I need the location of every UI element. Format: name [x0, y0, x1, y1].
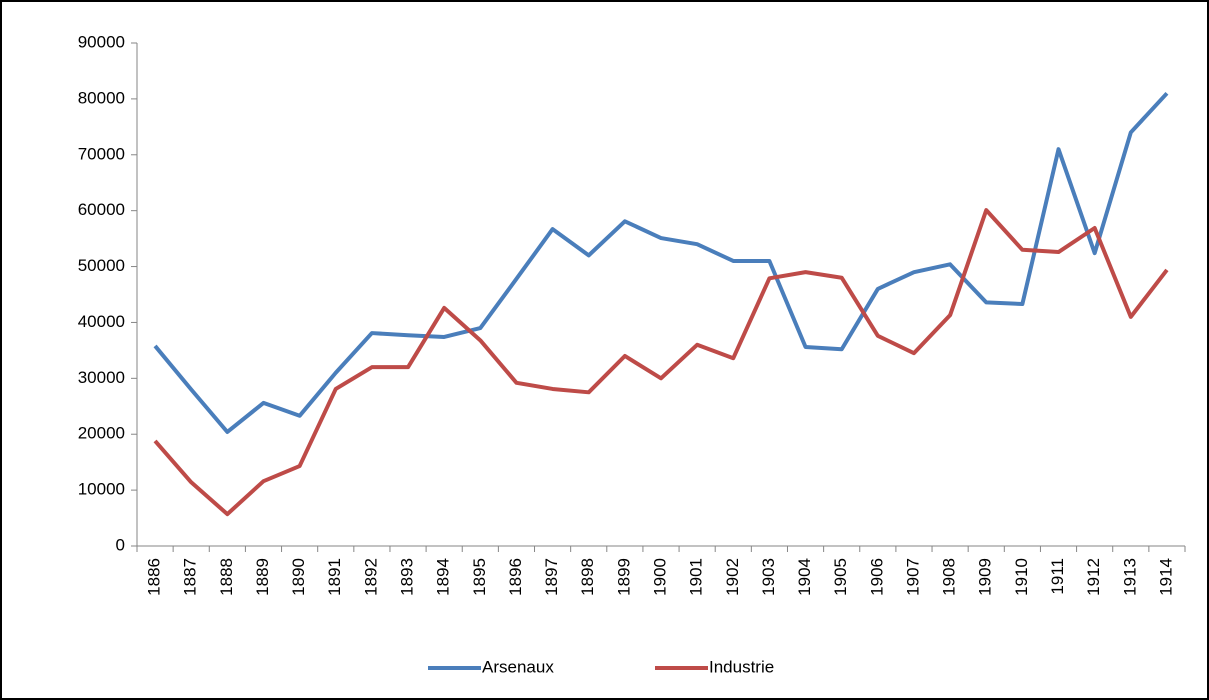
x-tick-label: 1910 — [1012, 558, 1031, 596]
legend-label: Industrie — [709, 657, 774, 676]
x-tick-label: 1894 — [434, 558, 453, 596]
x-tick-label: 1902 — [723, 558, 742, 596]
x-tick-label: 1891 — [325, 558, 344, 596]
x-tick-label: 1895 — [470, 558, 489, 596]
x-tick-label: 1907 — [903, 558, 922, 596]
y-tick-label: 60000 — [78, 200, 125, 219]
y-tick-label: 30000 — [78, 368, 125, 387]
x-tick-label: 1913 — [1120, 558, 1139, 596]
x-tick-label: 1888 — [217, 558, 236, 596]
x-tick-label: 1906 — [867, 558, 886, 596]
x-tick-label: 1889 — [253, 558, 272, 596]
series-line — [153, 208, 1169, 517]
x-tick-label: 1893 — [398, 558, 417, 596]
x-tick-label: 1905 — [831, 558, 850, 596]
x-tick-label: 1892 — [361, 558, 380, 596]
y-tick-label: 10000 — [78, 480, 125, 499]
legend-label: Arsenaux — [482, 657, 554, 676]
x-tick-label: 1886 — [145, 558, 164, 596]
x-tick-label: 1912 — [1084, 558, 1103, 596]
y-tick-label: 40000 — [78, 312, 125, 331]
series-line — [153, 91, 1169, 434]
x-tick-label: 1900 — [650, 558, 669, 596]
x-tick-label: 1911 — [1048, 558, 1067, 595]
x-tick-label: 1904 — [795, 558, 814, 596]
x-tick-label: 1890 — [289, 558, 308, 596]
y-tick-label: 0 — [116, 535, 125, 554]
y-tick-label: 70000 — [78, 144, 125, 163]
y-tick-label: 80000 — [78, 88, 125, 107]
x-tick-label: 1901 — [687, 558, 706, 596]
x-tick-label: 1896 — [506, 558, 525, 596]
y-tick-label: 90000 — [78, 32, 125, 51]
x-tick-label: 1898 — [578, 558, 597, 596]
x-tick-label: 1903 — [759, 558, 778, 596]
x-tick-label: 1909 — [976, 558, 995, 596]
x-tick-label: 1897 — [542, 558, 561, 596]
y-tick-label: 50000 — [78, 256, 125, 275]
x-tick-label: 1899 — [614, 558, 633, 596]
x-tick-label: 1908 — [940, 558, 959, 596]
x-tick-label: 1887 — [181, 558, 200, 596]
y-tick-label: 20000 — [78, 424, 125, 443]
x-tick-label: 1914 — [1156, 558, 1175, 596]
